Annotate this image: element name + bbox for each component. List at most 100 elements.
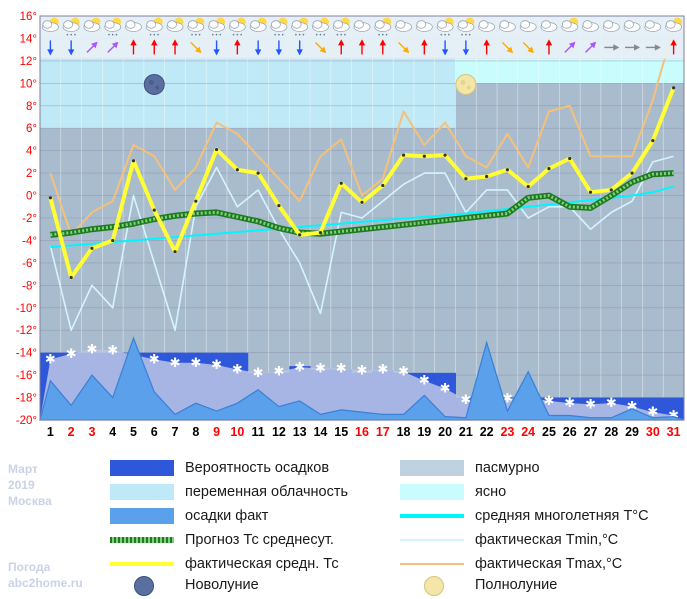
legend-label: Полнолуние xyxy=(475,577,558,593)
series-actual-mean-point xyxy=(526,184,530,189)
y-tick-label: -6° xyxy=(22,258,37,270)
cloud-snow-icon: • • • xyxy=(457,17,475,39)
x-tick-label: 21 xyxy=(459,425,473,439)
snow-dots: • • • xyxy=(108,33,118,39)
cloud-band-clear xyxy=(455,58,684,84)
y-tick-label: -2° xyxy=(22,213,37,225)
snowflake-icon: ✱ xyxy=(377,363,388,378)
arrow-head xyxy=(545,39,553,46)
series-actual-mean-point xyxy=(464,177,468,181)
wind-arrow-icon xyxy=(645,44,661,51)
wind-arrow-icon xyxy=(190,41,202,54)
x-tick-label: 15 xyxy=(334,425,348,439)
x-tick-label: 2 xyxy=(68,425,75,439)
snow-dots: • • • xyxy=(461,33,471,39)
y-tick-label: -16° xyxy=(16,370,37,382)
series-actual-mean-point xyxy=(422,154,426,158)
series-actual-mean-point xyxy=(672,86,676,90)
cloud-shape xyxy=(312,20,323,29)
legend-item-precip-actual: осадки факт xyxy=(110,505,268,527)
snowflake-icon: ✱ xyxy=(232,363,243,378)
snowflake-icon: ✱ xyxy=(315,361,326,376)
cloud-shape xyxy=(208,20,219,29)
y-tick-label: -10° xyxy=(16,303,37,315)
cloud-shape xyxy=(457,20,468,29)
cloud-shape xyxy=(374,20,385,29)
snow-dots: • • • xyxy=(295,33,305,39)
cloud-shape xyxy=(582,20,593,29)
cloud-shape xyxy=(250,20,261,29)
x-tick-label: 27 xyxy=(584,425,598,439)
cloud-icon xyxy=(499,20,516,32)
series-actual-mean-point xyxy=(339,181,343,185)
series-actual-mean-point xyxy=(609,188,613,192)
cloud-shape xyxy=(104,20,115,29)
wind-arrow-icon xyxy=(545,39,553,55)
wind-arrow-icon xyxy=(151,39,158,55)
wind-arrow-icon xyxy=(67,40,75,56)
y-tick-label: 16° xyxy=(20,11,37,23)
cloud-icon xyxy=(644,20,662,32)
cloud-icon xyxy=(478,20,496,32)
wind-arrow-icon xyxy=(338,39,345,55)
legend-swatch xyxy=(110,556,174,572)
cloud-icon xyxy=(519,20,537,32)
x-tick-label: 17 xyxy=(376,425,390,439)
snowflake-icon: ✱ xyxy=(544,394,555,409)
site-url[interactable]: abc2home.ru xyxy=(8,576,83,590)
arrow-head xyxy=(589,41,597,49)
cloud-snow-icon: • • • xyxy=(312,17,329,39)
precip-actual-area xyxy=(39,336,685,421)
wind-arrow-icon xyxy=(585,41,597,53)
cloud-icon xyxy=(602,20,620,32)
cloud-shape xyxy=(478,20,489,29)
series-actual-mean-point xyxy=(505,168,510,172)
y-tick-label: 4° xyxy=(26,146,37,158)
snow-dots: • • • xyxy=(212,33,222,39)
x-tick-label: 11 xyxy=(252,425,265,439)
cloud-sun-icon xyxy=(665,17,683,32)
series-actual-mean-point xyxy=(401,153,406,157)
legend-line xyxy=(400,539,464,541)
arrow-head xyxy=(568,41,576,49)
legend-item-tmin: фактическая Tmin,°C xyxy=(400,529,618,551)
cloud-snow-icon: • • • xyxy=(145,17,163,39)
legend-swatch xyxy=(110,532,174,548)
cloud-snow-icon: • • • xyxy=(62,17,80,39)
arrow-head xyxy=(441,49,449,56)
cloud-shape xyxy=(42,20,53,29)
arrow-head xyxy=(402,46,410,54)
snowflake-icon: ✱ xyxy=(564,396,575,411)
cloud-shape xyxy=(624,20,634,29)
legend-item-overcast: пасмурно xyxy=(400,457,540,479)
legend-item-climate-mean: средняя многолетняя T°C xyxy=(400,505,649,527)
cloud-snow-icon: • • • xyxy=(332,17,350,39)
wind-arrow-icon xyxy=(564,41,576,53)
cloud-snow-icon: • • • xyxy=(104,17,122,39)
wind-arrow-icon xyxy=(86,41,98,53)
series-actual-mean-point xyxy=(381,183,385,188)
y-tick-label: 6° xyxy=(26,123,37,135)
snow-dots: • • • xyxy=(233,33,243,39)
moon-crater xyxy=(466,85,471,90)
month-label: Март xyxy=(8,462,38,476)
legend-label: Прогноз Тс среднесут. xyxy=(185,532,334,548)
arrow-head xyxy=(296,49,303,56)
cloud-shape xyxy=(520,20,531,29)
y-tick-label: -12° xyxy=(16,325,37,337)
x-tick-label: 1 xyxy=(47,425,54,439)
legend: Март 2019 Москва Погода abc2home.ru Веро… xyxy=(0,452,687,599)
arrow-head xyxy=(338,39,345,46)
x-tick-label: 6 xyxy=(151,425,158,439)
wind-arrow-icon xyxy=(441,40,449,56)
cloud-snow-icon: • • • xyxy=(436,17,454,39)
series-climate-mean-line xyxy=(50,185,674,249)
wind-arrow-icon xyxy=(379,39,386,55)
x-tick-label: 10 xyxy=(230,425,244,439)
x-tick-label: 19 xyxy=(417,425,431,439)
legend-swatch xyxy=(400,508,464,524)
y-tick-label: -20° xyxy=(16,415,37,427)
x-tick-label: 18 xyxy=(397,425,411,439)
series-forecast-mean-dots xyxy=(50,171,674,237)
arrow-head xyxy=(634,44,641,51)
